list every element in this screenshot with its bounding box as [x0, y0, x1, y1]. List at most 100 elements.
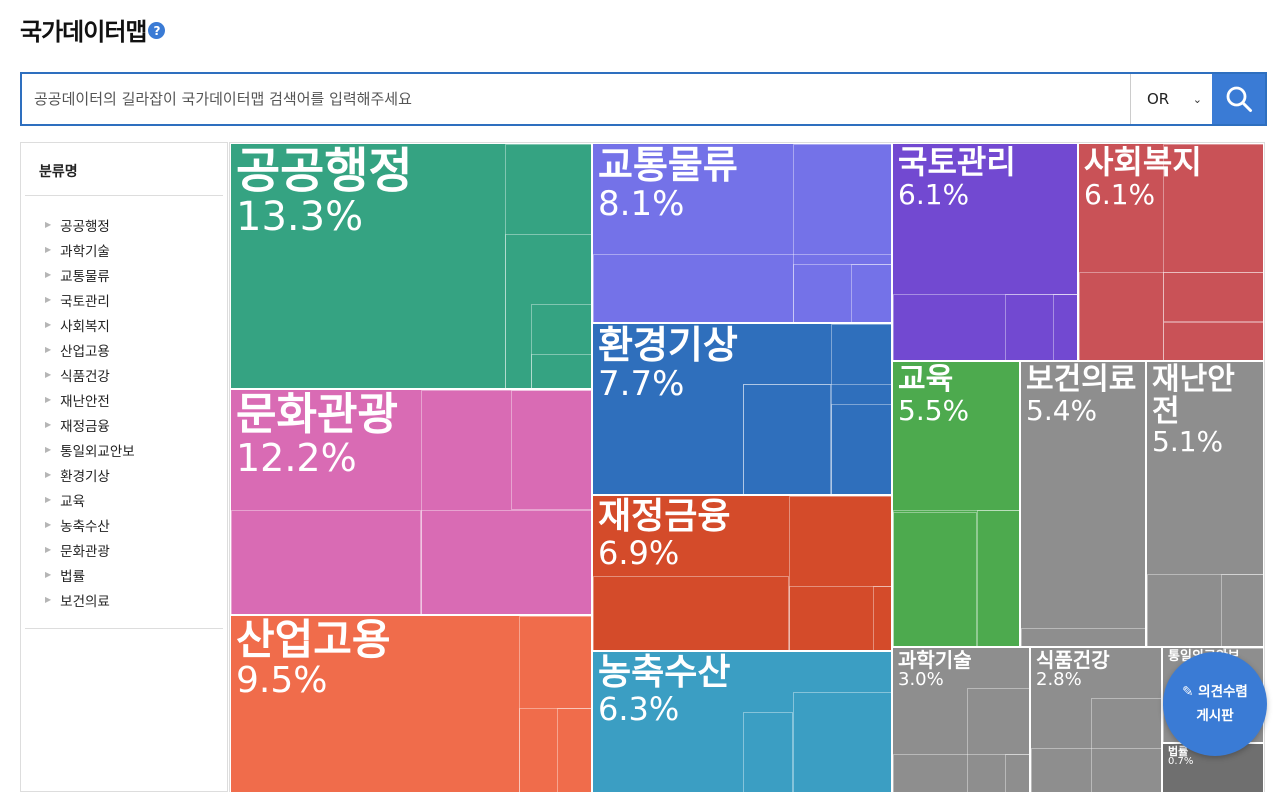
- caret-right-icon: ▶: [45, 245, 52, 254]
- treemap-subtile: [873, 586, 891, 650]
- treemap-subtile: [1021, 628, 1145, 646]
- treemap-subtile: [511, 390, 591, 510]
- caret-right-icon: ▶: [45, 570, 52, 579]
- sidebar-item-label: 재난안전: [60, 393, 110, 410]
- treemap-subtile: [977, 510, 1019, 646]
- treemap-subtile: [505, 144, 591, 388]
- treemap-subtile: [793, 692, 891, 792]
- caret-right-icon: ▶: [45, 420, 52, 429]
- treemap-subtile: [893, 512, 977, 646]
- treemap-subtile: [1147, 574, 1263, 646]
- treemap-tile-percent: 2.8%: [1036, 669, 1082, 690]
- treemap-tile[interactable]: 재난안전 5.1%: [1146, 361, 1264, 647]
- treemap-subtile: [789, 586, 891, 650]
- treemap-tile-percent: 6.1%: [1084, 178, 1156, 211]
- treemap-subtile: [789, 496, 891, 650]
- sidebar-item[interactable]: ▶ 문화관광: [45, 537, 223, 562]
- treemap-tile[interactable]: 문화관광 12.2%: [230, 389, 592, 615]
- sidebar-item[interactable]: ▶ 보건의료: [45, 587, 223, 612]
- treemap-subtile: [1163, 322, 1263, 360]
- sidebar-item[interactable]: ▶ 식품건강: [45, 362, 223, 387]
- treemap-tile-label: 환경기상: [598, 323, 738, 367]
- operator-select[interactable]: OR ⌄: [1130, 74, 1212, 124]
- treemap-tile-percent: 6.3%: [598, 690, 680, 728]
- treemap-tile[interactable]: 식품건강 2.8%: [1030, 647, 1162, 793]
- caret-right-icon: ▶: [45, 445, 52, 454]
- treemap-tile[interactable]: 보건의료 5.4%: [1020, 361, 1146, 647]
- treemap-subtile: [421, 390, 591, 614]
- sidebar-item-label: 보건의료: [60, 593, 110, 610]
- sidebar-item[interactable]: ▶ 환경기상: [45, 462, 223, 487]
- treemap-subtile: [793, 144, 891, 322]
- sidebar-item-label: 교통물류: [60, 268, 110, 285]
- sidebar-item-label: 과학기술: [60, 243, 110, 260]
- treemap-tile-label: 교통물류: [598, 143, 738, 187]
- treemap-tile[interactable]: 교통물류 8.1%: [592, 143, 892, 323]
- title-row: 국가데이터맵 ?: [20, 12, 166, 47]
- treemap-tile-percent: 7.7%: [598, 364, 685, 404]
- search-button[interactable]: [1212, 74, 1265, 124]
- sidebar-item[interactable]: ▶ 농축수산: [45, 512, 223, 537]
- sidebar-item-label: 국토관리: [60, 293, 110, 310]
- caret-right-icon: ▶: [45, 495, 52, 504]
- treemap-tile-percent: 6.9%: [598, 534, 680, 572]
- treemap-tile-percent: 6.1%: [898, 178, 970, 211]
- treemap-tile[interactable]: 공공행정 13.3%: [230, 143, 592, 389]
- treemap-subtile: [421, 510, 591, 614]
- treemap-subtile: [893, 294, 1077, 360]
- category-treemap: 공공행정 13.3% 문화관광 12.2% 산업고용 9.5% 교통물류 8.1% 환경기상 7.…: [229, 142, 1265, 793]
- treemap-subtile: [743, 384, 831, 494]
- sidebar-heading: 분류명: [25, 143, 223, 196]
- treemap-tile[interactable]: 환경기상 7.7%: [592, 323, 892, 495]
- sidebar-item[interactable]: ▶ 사회복지: [45, 312, 223, 337]
- caret-right-icon: ▶: [45, 370, 52, 379]
- treemap-tile-label: 식품건강: [1036, 648, 1110, 672]
- treemap-subtile: [1031, 748, 1161, 792]
- page-title: 국가데이터맵: [20, 18, 147, 46]
- treemap-subtile: [893, 754, 1029, 792]
- sidebar-item[interactable]: ▶ 재정금융: [45, 412, 223, 437]
- pencil-icon: ✎: [1182, 684, 1194, 700]
- question-circle-icon[interactable]: ?: [148, 22, 166, 39]
- treemap-tile-percent: 9.5%: [236, 660, 328, 701]
- sidebar-item[interactable]: ▶ 과학기술: [45, 237, 223, 262]
- sidebar-item-label: 식품건강: [60, 368, 110, 385]
- sidebar-item-label: 문화관광: [60, 543, 110, 560]
- sidebar-item[interactable]: ▶ 교육: [45, 487, 223, 512]
- treemap-tile-label: 공공행정: [236, 143, 413, 199]
- treemap-tile[interactable]: 교육 5.5%: [892, 361, 1020, 647]
- sidebar-item[interactable]: ▶ 통일외교안보: [45, 437, 223, 462]
- sidebar-item[interactable]: ▶ 산업고용: [45, 337, 223, 362]
- treemap-tile[interactable]: 농축수산 6.3%: [592, 651, 892, 793]
- treemap-subtile: [967, 688, 1029, 792]
- treemap-tile-percent: 5.4%: [1026, 394, 1098, 427]
- treemap-tile[interactable]: 국토관리 6.1%: [892, 143, 1078, 361]
- treemap-tile-label: 재정금융: [598, 496, 731, 537]
- search-input[interactable]: [22, 74, 1130, 124]
- feedback-board-line2: 게시판: [1196, 708, 1234, 724]
- treemap-tile-percent: 13.3%: [236, 194, 364, 240]
- treemap-subtile: [893, 510, 1019, 646]
- treemap-tile-percent: 5.5%: [898, 394, 970, 427]
- search-bar: OR ⌄: [20, 72, 1267, 126]
- treemap-tile[interactable]: 사회복지 6.1%: [1078, 143, 1264, 361]
- sidebar-item[interactable]: ▶ 공공행정: [45, 212, 223, 237]
- category-sidebar: 분류명 ▶ 공공행정 ▶ 과학기술 ▶ 교통물류 ▶ 국토관리 ▶ 사회복지 ▶ 산업고용 ▶ 식품건강 ▶…: [20, 142, 228, 792]
- treemap-tile[interactable]: 과학기술 3.0%: [892, 647, 1030, 793]
- sidebar-item[interactable]: ▶ 재난안전: [45, 387, 223, 412]
- sidebar-item[interactable]: ▶ 법률: [45, 562, 223, 587]
- sidebar-item-label: 산업고용: [60, 343, 110, 360]
- treemap-tile[interactable]: 산업고용 9.5%: [230, 615, 592, 793]
- treemap-tile-percent: 0.7%: [1168, 756, 1194, 767]
- feedback-board-button[interactable]: ✎ 의견수렴 게시판: [1163, 652, 1267, 756]
- treemap-tile-label: 과학기술: [898, 648, 972, 672]
- treemap-tile-label: 산업고용: [236, 615, 391, 664]
- treemap-tile[interactable]: 재정금융 6.9%: [592, 495, 892, 651]
- sidebar-item[interactable]: ▶ 국토관리: [45, 287, 223, 312]
- treemap-tile-label: 국토관리: [898, 143, 1016, 181]
- sidebar-item-label: 공공행정: [60, 218, 110, 235]
- sidebar-item-label: 재정금융: [60, 418, 110, 435]
- caret-right-icon: ▶: [45, 345, 52, 354]
- caret-right-icon: ▶: [45, 595, 52, 604]
- sidebar-item[interactable]: ▶ 교통물류: [45, 262, 223, 287]
